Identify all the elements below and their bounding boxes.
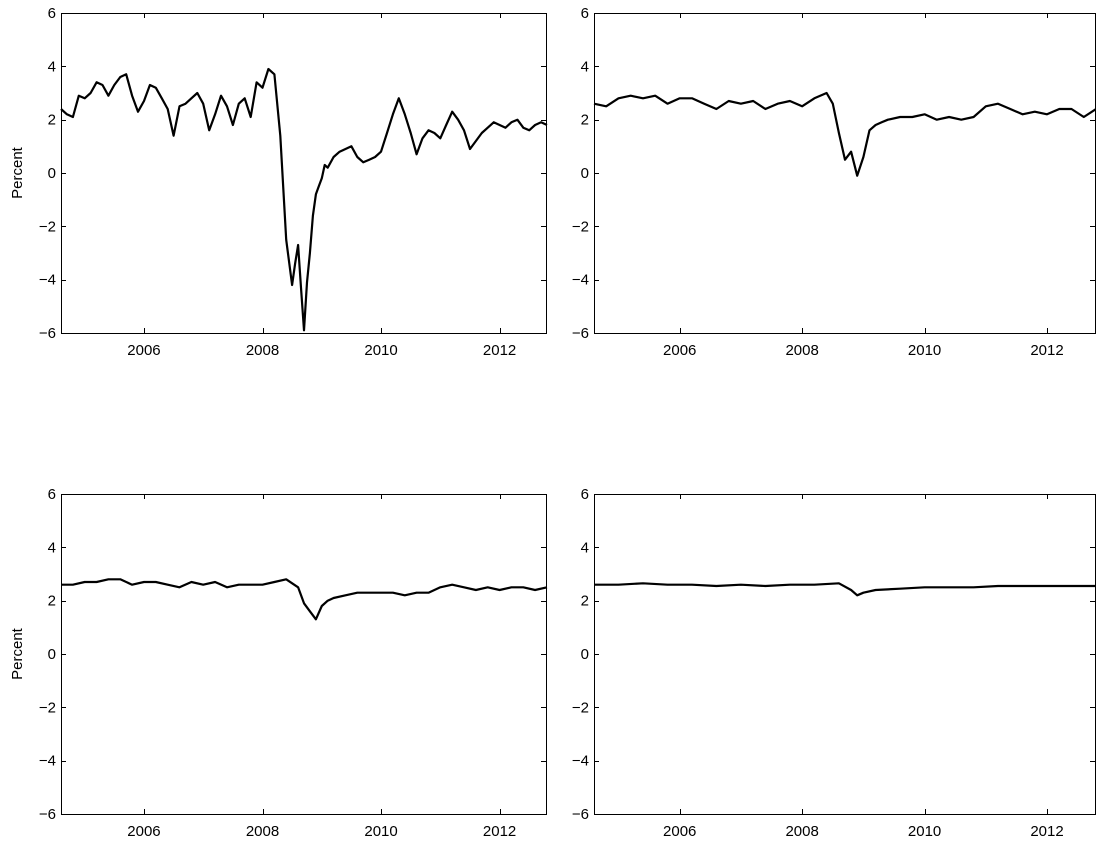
y-tick-label: −6	[572, 806, 589, 823]
chart-panel-3: −6 −4 −2 0 2 4 6 2006 2008 2010 2012 Percent	[9, 486, 548, 840]
y-tick-label: 0	[48, 646, 56, 663]
x-tick-label: 2006	[127, 342, 160, 359]
series-line-1	[594, 582, 1096, 597]
plot-frame	[594, 494, 1096, 815]
y-tick-label: 0	[48, 165, 56, 182]
y-tick-label: −4	[39, 272, 56, 289]
y-tick-label: −4	[572, 753, 589, 770]
y-tick-label: 2	[581, 593, 589, 610]
x-tick-label: 2010	[364, 342, 397, 359]
y-tick-label: 6	[581, 5, 589, 22]
x-tick-label: 2006	[663, 823, 696, 840]
y-tick-label: 2	[581, 112, 589, 129]
y-tick-label: 0	[581, 646, 589, 663]
x-tick-label: 2012	[483, 823, 516, 840]
y-tick-label: 6	[48, 5, 56, 22]
y-tick-label: 4	[581, 58, 589, 75]
y-tick-label: 2	[48, 112, 56, 129]
x-tick-label: 2008	[785, 342, 818, 359]
y-tick-label: 4	[48, 58, 56, 75]
x-tick-label: 2008	[785, 823, 818, 840]
x-tick-label: 2008	[246, 823, 279, 840]
y-tick-label: 4	[581, 539, 589, 556]
plot-frame	[61, 494, 547, 815]
y-tick-label: 0	[581, 165, 589, 182]
series-line-1	[61, 578, 548, 621]
y-tick-label: −2	[39, 699, 56, 716]
y-tick-label: −2	[39, 218, 56, 235]
y-tick-label: −6	[39, 806, 56, 823]
series-line-1	[60, 67, 548, 332]
x-tick-label: 2010	[364, 823, 397, 840]
chart-panel-4: −6 −4 −2 0 2 4 6 2006 2008 2010 2012	[572, 486, 1096, 840]
y-tick-label: −6	[39, 325, 56, 342]
y-tick-label: −6	[572, 325, 589, 342]
y-tick-label: −2	[572, 699, 589, 716]
y-tick-label: 6	[48, 486, 56, 503]
y-tick-label: 6	[581, 486, 589, 503]
plot-frame	[594, 13, 1096, 334]
x-tick-label: 2006	[663, 342, 696, 359]
series-line-1	[593, 91, 1096, 177]
chart-panel-2: −6 −4 −2 0 2 4 6 2006 2008 2010 2012	[572, 5, 1096, 359]
y-tick-label: 4	[48, 539, 56, 556]
chart-panel-1: −6 −4 −2 0 2 4 6 2006 2008 2010 2012 Percent	[9, 5, 548, 359]
y-axis-label: Percent	[9, 627, 26, 680]
x-tick-label: 2008	[246, 342, 279, 359]
x-tick-label: 2010	[908, 342, 941, 359]
y-axis-label: Percent	[9, 146, 26, 199]
y-tick-label: −2	[572, 218, 589, 235]
x-tick-label: 2012	[1030, 823, 1063, 840]
y-tick-label: 2	[48, 593, 56, 610]
y-tick-label: −4	[572, 272, 589, 289]
x-tick-label: 2006	[127, 823, 160, 840]
plot-frame	[61, 13, 547, 334]
x-tick-label: 2012	[483, 342, 516, 359]
x-tick-label: 2012	[1030, 342, 1063, 359]
x-tick-label: 2010	[908, 823, 941, 840]
y-tick-label: −4	[39, 753, 56, 770]
